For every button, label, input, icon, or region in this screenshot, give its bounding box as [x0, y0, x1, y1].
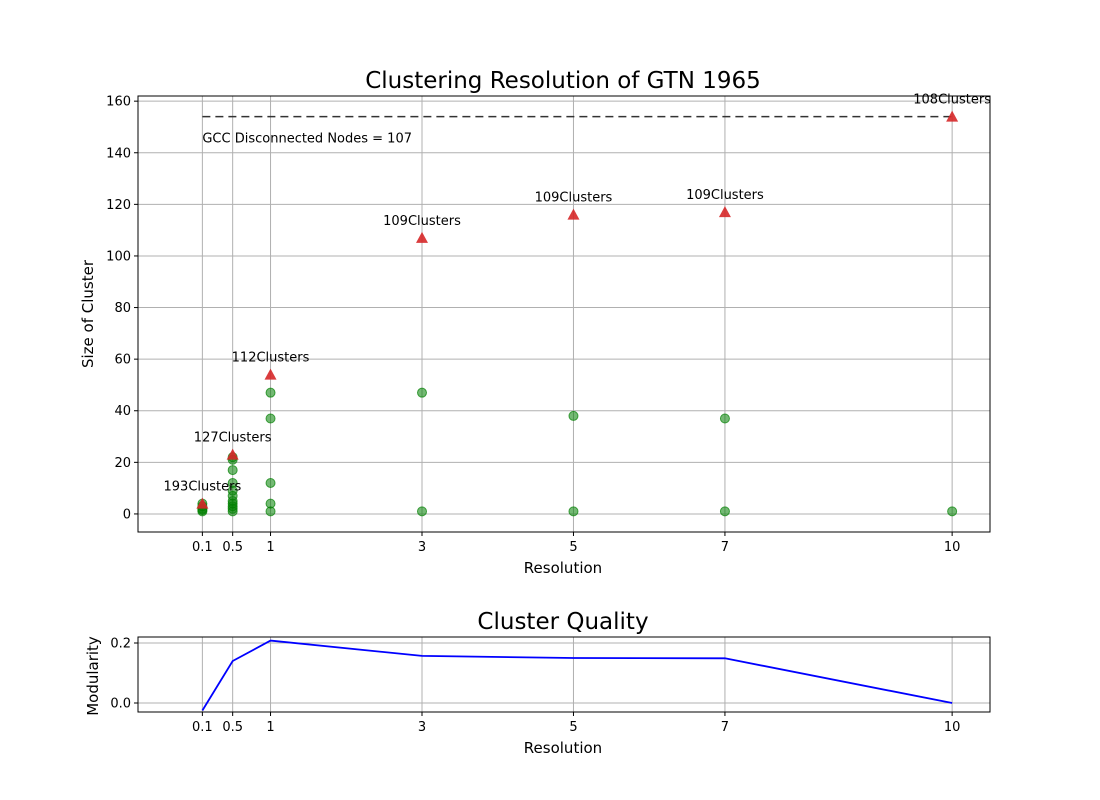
cluster-point — [568, 506, 579, 517]
cluster-point — [417, 387, 427, 398]
top-x-tick-label: 0.5 — [222, 540, 243, 555]
bottom-x-tick-label: 0.1 — [192, 720, 213, 735]
top-chart: Clustering Resolution of GTN 1965 GCC Di… — [79, 68, 991, 577]
cluster-point — [719, 506, 730, 517]
cluster-count-label: 109Clusters — [383, 214, 461, 229]
top-x-tick-label: 1 — [266, 540, 274, 555]
cluster-point — [265, 387, 276, 398]
modularity-line — [201, 639, 953, 711]
cluster-point — [227, 465, 238, 476]
top-y-tick-label: 40 — [114, 404, 131, 419]
largest-cluster-marker — [718, 206, 731, 218]
top-x-ticks: 0.1 0.5 1 3 5 7 10 — [192, 532, 960, 555]
gcc-label: GCC Disconnected Nodes = 107 — [202, 132, 412, 147]
bottom-y-axis-label: Modularity — [84, 636, 102, 716]
cluster-count-label: 108Clusters — [913, 93, 991, 108]
largest-cluster-marker — [567, 208, 580, 220]
top-chart-frame — [137, 95, 991, 533]
bottom-y-tick-label: 0.0 — [110, 697, 131, 712]
bottom-x-ticks: 0.1 0.5 1 3 5 7 10 — [192, 712, 960, 735]
top-y-tick-label: 160 — [106, 95, 131, 110]
top-y-tick-label: 80 — [114, 301, 131, 316]
gcc-reference: GCC Disconnected Nodes = 107 — [202, 115, 953, 147]
cluster-point — [265, 498, 276, 509]
top-y-axis-label: Size of Cluster — [79, 259, 97, 368]
bottom-chart-title: Cluster Quality — [477, 609, 648, 635]
cluster-point — [947, 506, 958, 517]
top-y-tick-label: 140 — [106, 146, 131, 161]
top-y-tick-label: 0 — [123, 507, 131, 522]
bottom-x-tick-label: 0.5 — [222, 720, 243, 735]
cluster-count-label: 193Clusters — [164, 480, 242, 495]
cluster-point — [265, 477, 276, 488]
top-x-tick-label: 5 — [569, 540, 577, 555]
top-chart-grid — [138, 96, 990, 532]
largest-cluster-marker — [226, 448, 239, 460]
cluster-count-label: 109Clusters — [686, 188, 764, 203]
top-y-ticks: 0 20 40 60 80 100 120 140 160 — [106, 95, 138, 522]
largest-cluster-markers — [196, 110, 959, 509]
bottom-y-tick-label: 0.2 — [110, 637, 131, 652]
bottom-x-tick-label: 10 — [944, 720, 961, 735]
largest-cluster-marker — [946, 110, 959, 122]
cluster-point — [568, 410, 579, 421]
largest-cluster-marker — [196, 497, 209, 509]
top-x-tick-label: 7 — [721, 540, 729, 555]
top-y-tick-label: 100 — [106, 249, 131, 264]
bottom-x-tick-label: 7 — [721, 720, 729, 735]
cluster-count-label: 109Clusters — [535, 191, 613, 206]
cluster-count-label: 127Clusters — [194, 431, 272, 446]
bottom-y-ticks: 0.0 0.2 — [110, 637, 138, 712]
cluster-point — [265, 413, 276, 424]
bottom-chart-grid — [138, 637, 990, 712]
bottom-chart: Cluster Quality 0.1 0.5 1 3 5 7 10 0.0 0.2 Reso… — [84, 609, 991, 757]
top-x-tick-label: 10 — [944, 540, 961, 555]
cluster-point — [227, 477, 238, 488]
largest-cluster-marker — [416, 231, 428, 243]
top-x-axis-label: Resolution — [524, 559, 602, 577]
bottom-x-tick-label: 3 — [418, 720, 426, 735]
bottom-chart-frame — [137, 636, 991, 713]
cluster-point — [719, 413, 730, 424]
top-y-tick-label: 60 — [114, 353, 131, 368]
bottom-x-axis-label: Resolution — [524, 739, 602, 757]
top-x-tick-label: 0.1 — [192, 540, 213, 555]
largest-cluster-marker — [264, 368, 277, 380]
top-x-tick-label: 3 — [418, 540, 426, 555]
top-y-tick-label: 20 — [114, 456, 131, 471]
cluster-point — [417, 506, 427, 517]
top-chart-title: Clustering Resolution of GTN 1965 — [365, 68, 761, 94]
bottom-x-tick-label: 1 — [266, 720, 274, 735]
cluster-count-label: 112Clusters — [232, 351, 310, 366]
bottom-x-tick-label: 5 — [569, 720, 577, 735]
modularity-series — [201, 639, 953, 711]
cluster-points — [197, 387, 958, 517]
top-y-tick-label: 120 — [106, 198, 131, 213]
